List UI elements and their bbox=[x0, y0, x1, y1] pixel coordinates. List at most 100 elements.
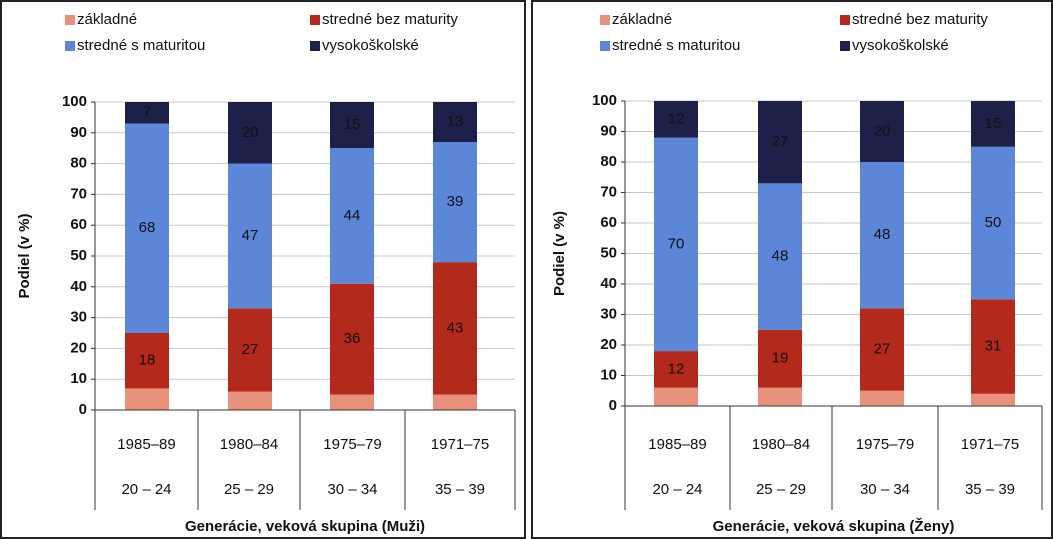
bar-segment bbox=[654, 351, 698, 388]
x-tick-label: 1985–89 bbox=[117, 436, 175, 453]
x-tick-label: 1985–89 bbox=[648, 436, 706, 453]
bar-segment bbox=[125, 333, 169, 389]
legend-swatch bbox=[840, 15, 850, 25]
x-tick-label: 1975–79 bbox=[856, 436, 914, 453]
bar-segment bbox=[228, 391, 272, 410]
y-tick-label: 100 bbox=[62, 93, 87, 110]
legend-label: základné bbox=[612, 11, 672, 28]
bar-segment bbox=[758, 101, 802, 184]
x-group-label: 20 – 24 bbox=[652, 481, 702, 498]
bar-segment bbox=[860, 162, 904, 309]
y-tick-label: 60 bbox=[600, 214, 617, 231]
panel-border bbox=[0, 0, 526, 539]
legend-swatch bbox=[310, 15, 320, 25]
y-tick-label: 90 bbox=[70, 124, 87, 141]
panel-border bbox=[531, 0, 1053, 539]
bar-segment bbox=[125, 123, 169, 333]
bar-segment bbox=[330, 283, 374, 395]
data-label: 47 bbox=[242, 227, 259, 244]
x-tick-label: 1975–79 bbox=[323, 436, 381, 453]
data-label: 68 bbox=[139, 219, 156, 236]
legend-label: stredné bez maturity bbox=[852, 11, 988, 28]
legend-label: stredné s maturitou bbox=[612, 37, 740, 54]
data-label: 7 bbox=[143, 104, 151, 121]
bar-segment bbox=[228, 163, 272, 309]
data-label: 43 bbox=[447, 319, 464, 336]
data-label: 18 bbox=[139, 352, 156, 369]
y-tick-label: 40 bbox=[600, 275, 617, 292]
data-label: 20 bbox=[874, 122, 891, 139]
y-tick-label: 30 bbox=[600, 305, 617, 322]
bar-segment bbox=[654, 101, 698, 138]
y-tick-label: 50 bbox=[600, 244, 617, 261]
x-tick-label: 1980–84 bbox=[752, 436, 810, 453]
x-group-label: 25 – 29 bbox=[756, 481, 806, 498]
y-tick-label: 60 bbox=[70, 216, 87, 233]
x-group-label: 35 – 39 bbox=[965, 481, 1015, 498]
data-label: 48 bbox=[772, 248, 789, 265]
bar-segment bbox=[330, 148, 374, 284]
legend-swatch bbox=[840, 41, 850, 51]
legend-label: základné bbox=[77, 11, 137, 28]
y-axis-title: Podiel (v %) bbox=[16, 213, 33, 298]
y-axis-title: Podiel (v %) bbox=[551, 211, 568, 296]
x-group-label: 25 – 29 bbox=[224, 481, 274, 498]
legend-label: vysokoškolské bbox=[322, 37, 419, 54]
bar-segment bbox=[860, 308, 904, 391]
bar-segment bbox=[330, 102, 374, 149]
data-label: 27 bbox=[772, 133, 789, 150]
data-label: 27 bbox=[242, 341, 259, 358]
legend-swatch bbox=[65, 15, 75, 25]
y-tick-label: 80 bbox=[70, 155, 87, 172]
data-label: 31 bbox=[985, 337, 1002, 354]
y-tick-label: 20 bbox=[600, 336, 617, 353]
legend-label: stredné s maturitou bbox=[77, 37, 205, 54]
legend-swatch bbox=[310, 41, 320, 51]
bar-segment bbox=[860, 101, 904, 162]
x-tick-label: 1971–75 bbox=[431, 436, 489, 453]
data-label: 12 bbox=[668, 110, 685, 127]
bar-segment bbox=[758, 387, 802, 406]
data-label: 48 bbox=[874, 226, 891, 243]
bar-segment bbox=[860, 390, 904, 406]
bar-segment bbox=[125, 388, 169, 410]
x-tick-label: 1971–75 bbox=[961, 436, 1019, 453]
bar-segment bbox=[971, 299, 1015, 394]
x-group-label: 20 – 24 bbox=[121, 481, 171, 498]
data-label: 39 bbox=[447, 193, 464, 210]
data-label: 50 bbox=[985, 214, 1002, 231]
bar-segment bbox=[758, 183, 802, 330]
y-tick-label: 20 bbox=[70, 339, 87, 356]
bar-segment bbox=[330, 394, 374, 410]
data-label: 36 bbox=[344, 330, 361, 347]
bar-segment bbox=[125, 102, 169, 124]
x-group-label: 35 – 39 bbox=[435, 481, 485, 498]
data-label: 44 bbox=[344, 207, 361, 224]
x-group-label: 30 – 34 bbox=[327, 481, 377, 498]
x-group-label: 30 – 34 bbox=[860, 481, 910, 498]
y-tick-label: 80 bbox=[600, 153, 617, 170]
bar-segment bbox=[433, 262, 477, 395]
data-label: 15 bbox=[344, 116, 361, 133]
legend-swatch bbox=[600, 15, 610, 25]
data-label: 15 bbox=[985, 115, 1002, 132]
x-axis-title: Generácie, veková skupina (Ženy) bbox=[713, 517, 955, 535]
bar-segment bbox=[971, 146, 1015, 300]
bar-segment bbox=[433, 102, 477, 143]
data-label: 12 bbox=[668, 360, 685, 377]
bar-segment bbox=[654, 137, 698, 352]
data-label: 20 bbox=[242, 124, 259, 141]
legend-label: vysokoškolské bbox=[852, 37, 949, 54]
y-tick-label: 70 bbox=[600, 183, 617, 200]
bar-segment bbox=[433, 394, 477, 410]
y-tick-label: 0 bbox=[609, 397, 617, 414]
bar-segment bbox=[971, 393, 1015, 406]
y-tick-label: 50 bbox=[70, 247, 87, 264]
legend-swatch bbox=[65, 41, 75, 51]
data-label: 70 bbox=[668, 235, 685, 252]
bar-segment bbox=[228, 308, 272, 392]
data-label: 19 bbox=[772, 350, 789, 367]
data-label: 27 bbox=[874, 341, 891, 358]
y-tick-label: 70 bbox=[70, 185, 87, 202]
bar-segment bbox=[228, 102, 272, 164]
